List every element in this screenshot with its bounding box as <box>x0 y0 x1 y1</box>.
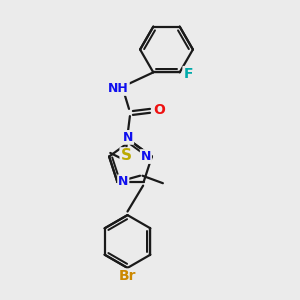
Text: NH: NH <box>108 82 129 95</box>
Text: N: N <box>118 175 128 188</box>
Text: S: S <box>121 148 131 163</box>
Text: Br: Br <box>119 269 136 283</box>
Text: N: N <box>123 131 133 144</box>
Text: N: N <box>141 150 151 163</box>
Text: F: F <box>183 67 193 81</box>
Text: O: O <box>153 103 165 117</box>
